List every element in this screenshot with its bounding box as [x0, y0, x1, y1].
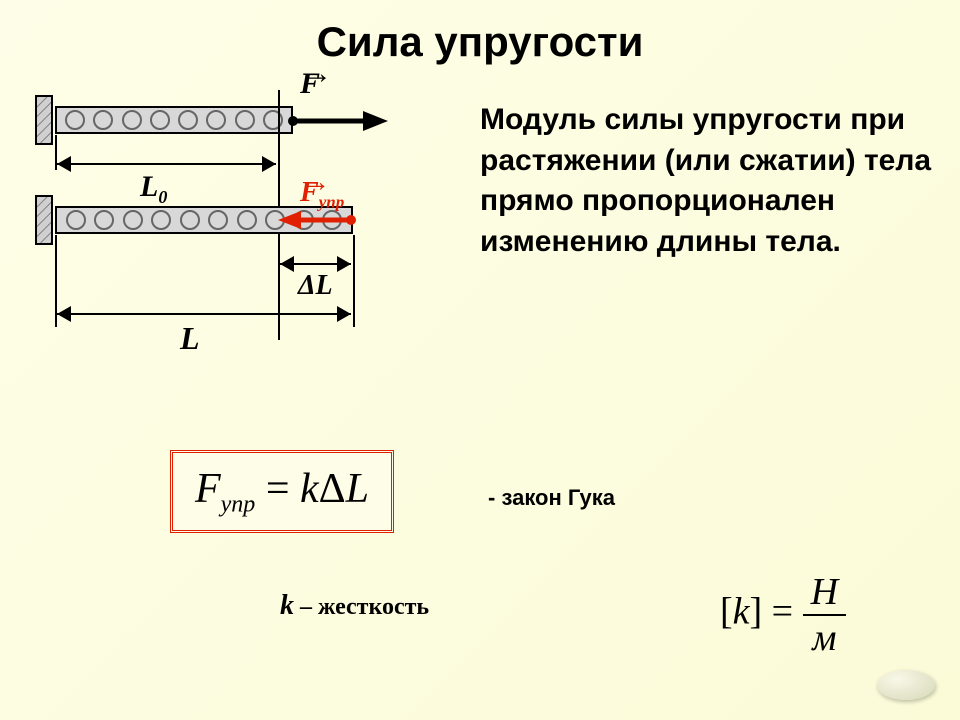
page-title: Сила упругости: [0, 0, 960, 66]
spring-unstretched: [55, 106, 293, 134]
dim-L: [57, 313, 351, 315]
unit-formula: [k] = Н м: [720, 570, 846, 660]
dim-L0: [57, 163, 276, 165]
label-Fupr: → Fупр: [300, 177, 344, 213]
spring-diagram: → F L0 → Fупр ΔL L: [20, 95, 460, 385]
description-text: Модуль силы упругости при растяжении (ил…: [480, 100, 940, 262]
label-F: → F: [300, 67, 320, 101]
wall-bottom: [35, 195, 53, 245]
next-button[interactable]: [877, 670, 935, 700]
stiffness-definition: k – жесткость: [280, 590, 429, 622]
label-L: L: [180, 320, 200, 357]
label-dL: ΔL: [298, 270, 333, 302]
dim-dL: [280, 263, 351, 265]
hookes-law-formula: Fупр = kΔL: [170, 450, 394, 533]
label-L0: L0: [140, 170, 167, 208]
wall-top: [35, 95, 53, 145]
force-vector-applied: [278, 99, 398, 139]
law-name: - закон Гука: [488, 485, 615, 511]
